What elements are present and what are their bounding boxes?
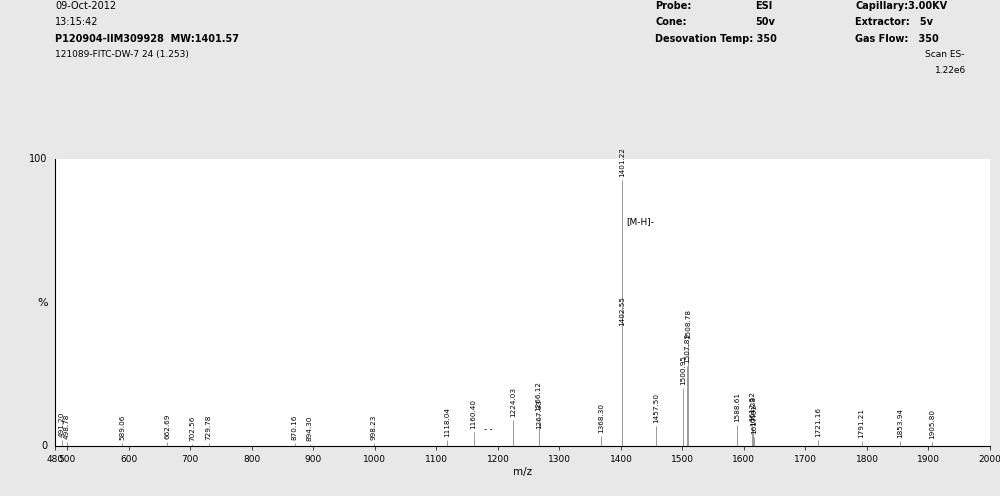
Text: 1614.28: 1614.28: [750, 396, 756, 426]
Text: 589.06: 589.06: [119, 415, 125, 440]
Text: 498.78: 498.78: [64, 414, 70, 439]
Text: - -: - -: [484, 426, 493, 434]
Text: Cone:: Cone:: [655, 17, 686, 27]
Text: P120904-IIM309928  MW:1401.57: P120904-IIM309928 MW:1401.57: [55, 34, 239, 44]
Text: Capillary:3.00KV: Capillary:3.00KV: [855, 1, 947, 11]
X-axis label: m/z: m/z: [513, 467, 532, 477]
Text: 1905.80: 1905.80: [929, 409, 935, 439]
Text: 1160.40: 1160.40: [471, 399, 477, 429]
Text: 1224.03: 1224.03: [510, 386, 516, 417]
Text: Desovation Temp: 350: Desovation Temp: 350: [655, 34, 777, 44]
Text: 1500.95: 1500.95: [680, 355, 686, 384]
Text: %: %: [37, 298, 48, 308]
Text: 1368.30: 1368.30: [598, 403, 604, 433]
Text: 1721.16: 1721.16: [815, 407, 821, 436]
Text: 1791.21: 1791.21: [859, 408, 865, 438]
Text: 13:15:42: 13:15:42: [55, 17, 98, 27]
Text: 1612.52: 1612.52: [749, 390, 755, 421]
Text: 50v: 50v: [755, 17, 775, 27]
Text: ESI: ESI: [755, 1, 772, 11]
Text: 1267.33: 1267.33: [536, 399, 542, 429]
Text: 121089-FITC-DW-7 24 (1.253): 121089-FITC-DW-7 24 (1.253): [55, 50, 189, 59]
Text: 702.56: 702.56: [189, 415, 195, 440]
Text: 09-Oct-2012: 09-Oct-2012: [55, 1, 116, 11]
Text: 998.23: 998.23: [371, 415, 377, 440]
Text: 100: 100: [29, 154, 48, 164]
Text: 1401.22: 1401.22: [619, 147, 625, 177]
Text: 1.22e6: 1.22e6: [935, 66, 966, 75]
Text: 1507.83: 1507.83: [684, 333, 690, 363]
Text: 491.20: 491.20: [59, 411, 65, 436]
Text: 1508.78: 1508.78: [685, 310, 691, 339]
Text: 1588.61: 1588.61: [734, 392, 740, 422]
Text: 1853.94: 1853.94: [897, 408, 903, 438]
Text: 1118.04: 1118.04: [444, 407, 450, 436]
Text: 1457.50: 1457.50: [653, 393, 659, 423]
Text: 662.69: 662.69: [164, 414, 170, 439]
Text: 0: 0: [41, 441, 48, 451]
Text: 1266.12: 1266.12: [536, 381, 542, 411]
Text: 729.78: 729.78: [206, 415, 212, 440]
Text: Extractor:   5v: Extractor: 5v: [855, 17, 933, 27]
Text: Probe:: Probe:: [655, 1, 691, 11]
Text: 870.16: 870.16: [292, 415, 298, 440]
Text: 1617.01: 1617.01: [751, 404, 757, 434]
Text: [M-H]-: [M-H]-: [627, 217, 655, 226]
Text: Gas Flow:   350: Gas Flow: 350: [855, 34, 939, 44]
Text: 1402.55: 1402.55: [619, 296, 625, 326]
Text: Scan ES-: Scan ES-: [925, 50, 964, 59]
Text: 894.30: 894.30: [307, 415, 313, 440]
